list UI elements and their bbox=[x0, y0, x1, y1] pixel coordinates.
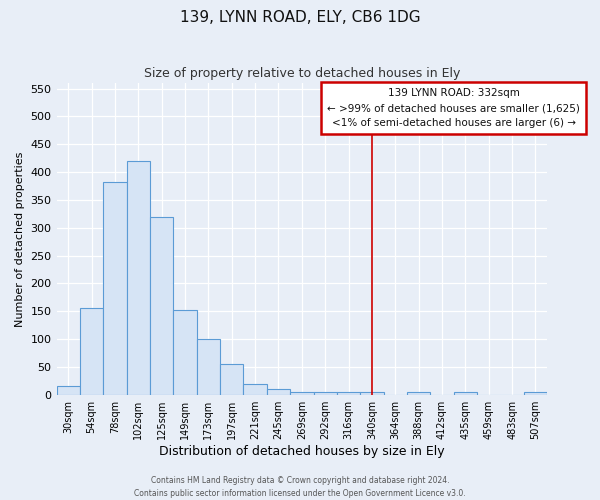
Y-axis label: Number of detached properties: Number of detached properties bbox=[15, 151, 25, 326]
Bar bbox=[103, 182, 127, 394]
Bar bbox=[220, 364, 244, 394]
Bar bbox=[127, 161, 150, 394]
Bar bbox=[360, 392, 383, 394]
X-axis label: Distribution of detached houses by size in Ely: Distribution of detached houses by size … bbox=[159, 444, 445, 458]
Bar bbox=[56, 386, 80, 394]
Bar bbox=[314, 392, 337, 394]
Title: Size of property relative to detached houses in Ely: Size of property relative to detached ho… bbox=[143, 68, 460, 80]
Text: 139, LYNN ROAD, ELY, CB6 1DG: 139, LYNN ROAD, ELY, CB6 1DG bbox=[179, 10, 421, 25]
Bar bbox=[150, 216, 173, 394]
Bar bbox=[80, 308, 103, 394]
Text: 139 LYNN ROAD: 332sqm
← >99% of detached houses are smaller (1,625)
<1% of semi-: 139 LYNN ROAD: 332sqm ← >99% of detached… bbox=[327, 88, 580, 128]
Bar bbox=[290, 392, 314, 394]
Bar bbox=[337, 392, 360, 394]
Bar bbox=[407, 392, 430, 394]
Bar bbox=[524, 392, 547, 394]
Bar bbox=[454, 392, 477, 394]
Bar bbox=[244, 384, 267, 394]
Bar bbox=[267, 389, 290, 394]
Text: Contains HM Land Registry data © Crown copyright and database right 2024.
Contai: Contains HM Land Registry data © Crown c… bbox=[134, 476, 466, 498]
Bar bbox=[197, 339, 220, 394]
Bar bbox=[173, 310, 197, 394]
